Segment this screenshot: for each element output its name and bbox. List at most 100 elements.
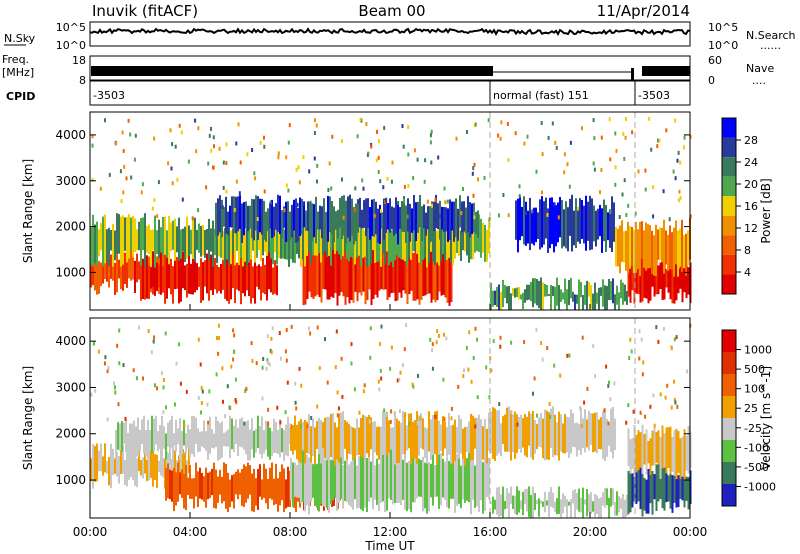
data-cell xyxy=(461,201,463,233)
data-cell xyxy=(454,419,456,462)
data-cell xyxy=(538,417,540,447)
data-cell xyxy=(217,476,219,503)
data-cell xyxy=(633,470,636,502)
data-cell xyxy=(397,202,399,245)
data-cell xyxy=(241,469,243,506)
data-cell xyxy=(279,419,281,458)
data-cell xyxy=(673,254,676,304)
data-cell xyxy=(234,229,236,266)
data-cell xyxy=(136,376,138,381)
data-cell xyxy=(623,157,626,161)
colorbar-tick-label: 1000 xyxy=(744,344,772,357)
data-cell xyxy=(418,223,420,263)
data-cell xyxy=(334,422,336,466)
data-cell xyxy=(494,499,496,510)
data-cell xyxy=(330,212,332,217)
data-cell xyxy=(514,495,516,514)
data-cell xyxy=(580,497,582,513)
data-cell xyxy=(576,294,578,304)
data-cell xyxy=(207,472,209,500)
data-cell xyxy=(333,206,335,243)
data-cell xyxy=(132,215,134,258)
data-cell xyxy=(411,208,413,233)
data-cell xyxy=(98,229,100,257)
data-cell xyxy=(309,331,312,336)
data-cell xyxy=(135,426,137,458)
data-cell xyxy=(536,279,538,306)
data-cell xyxy=(450,425,452,464)
data-cell xyxy=(165,405,167,410)
data-cell xyxy=(564,413,566,454)
data-cell xyxy=(100,222,102,251)
data-cell xyxy=(116,213,118,254)
data-cell xyxy=(215,372,218,377)
data-cell xyxy=(290,324,293,329)
data-cell xyxy=(423,204,425,229)
data-cell xyxy=(279,195,281,235)
data-cell xyxy=(528,411,530,446)
data-cell xyxy=(647,468,650,514)
data-cell xyxy=(553,202,555,253)
data-cell xyxy=(271,199,273,238)
data-cell xyxy=(430,160,433,165)
data-cell xyxy=(353,387,356,392)
data-cell xyxy=(366,253,369,301)
data-cell xyxy=(294,381,297,386)
data-cell xyxy=(331,134,334,139)
data-cell xyxy=(584,499,586,505)
data-cell xyxy=(471,171,474,176)
data-cell xyxy=(400,238,403,298)
data-cell xyxy=(518,184,521,189)
data-cell xyxy=(417,201,419,233)
data-cell xyxy=(289,211,291,241)
data-cell xyxy=(600,287,602,296)
data-cell xyxy=(247,208,250,213)
data-cell xyxy=(140,460,142,476)
data-cell xyxy=(402,411,404,455)
data-cell xyxy=(524,289,526,303)
data-cell xyxy=(393,411,396,416)
data-cell xyxy=(154,454,156,480)
data-cell xyxy=(659,227,661,260)
data-cell xyxy=(310,426,312,463)
data-cell xyxy=(370,217,372,264)
data-cell xyxy=(214,258,216,290)
data-cell xyxy=(464,226,466,252)
colorbar-swatch xyxy=(722,254,736,275)
data-cell xyxy=(92,341,95,346)
data-cell xyxy=(112,224,114,267)
data-cell xyxy=(431,342,434,347)
data-cell xyxy=(222,250,224,290)
data-cell xyxy=(338,458,340,503)
data-cell xyxy=(219,423,221,460)
x-tick-label: 00:00 xyxy=(673,525,708,539)
data-cell xyxy=(674,176,677,181)
data-cell xyxy=(292,424,294,455)
data-cell xyxy=(592,161,595,166)
data-cell xyxy=(647,261,650,304)
data-cell xyxy=(437,333,440,338)
data-cell xyxy=(324,337,326,342)
data-cell xyxy=(125,418,127,452)
data-cell xyxy=(553,202,556,207)
data-cell xyxy=(356,134,359,139)
data-cell xyxy=(188,443,190,474)
data-cell xyxy=(661,465,664,509)
data-cell xyxy=(91,143,94,148)
data-cell xyxy=(108,227,110,267)
data-cell xyxy=(466,458,468,501)
data-cell xyxy=(594,494,596,518)
data-cell xyxy=(662,326,665,331)
data-cell xyxy=(271,431,273,456)
data-cell xyxy=(358,427,360,455)
data-cell xyxy=(122,444,124,474)
data-cell xyxy=(372,451,374,510)
data-cell xyxy=(464,427,466,466)
data-cell xyxy=(465,345,468,350)
data-cell xyxy=(674,400,677,405)
data-cell xyxy=(328,246,331,300)
data-cell xyxy=(462,374,465,378)
data-cell xyxy=(253,171,256,176)
data-cell xyxy=(352,457,354,510)
data-cell xyxy=(439,214,442,219)
